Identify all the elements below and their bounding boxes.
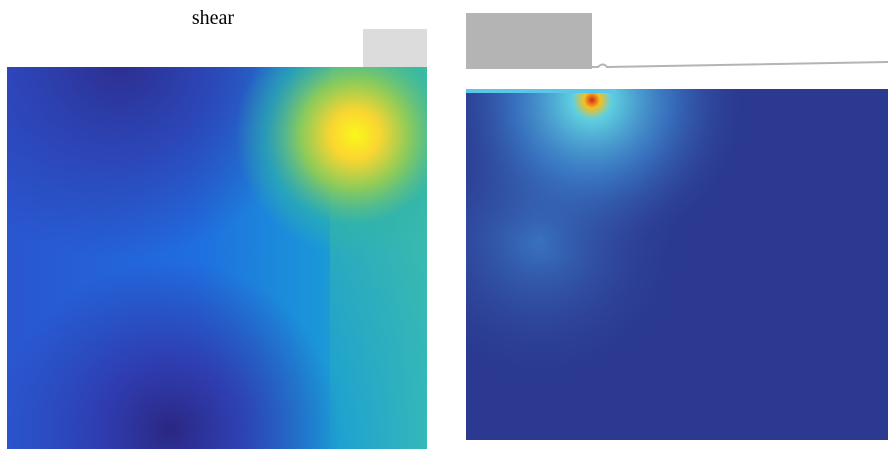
left-heatmap: [7, 67, 427, 449]
surface-line: [592, 61, 888, 69]
right-heatmap: [466, 89, 888, 440]
load-block: [466, 13, 592, 69]
panel-title: shear: [192, 7, 235, 29]
load-block: [363, 29, 427, 67]
